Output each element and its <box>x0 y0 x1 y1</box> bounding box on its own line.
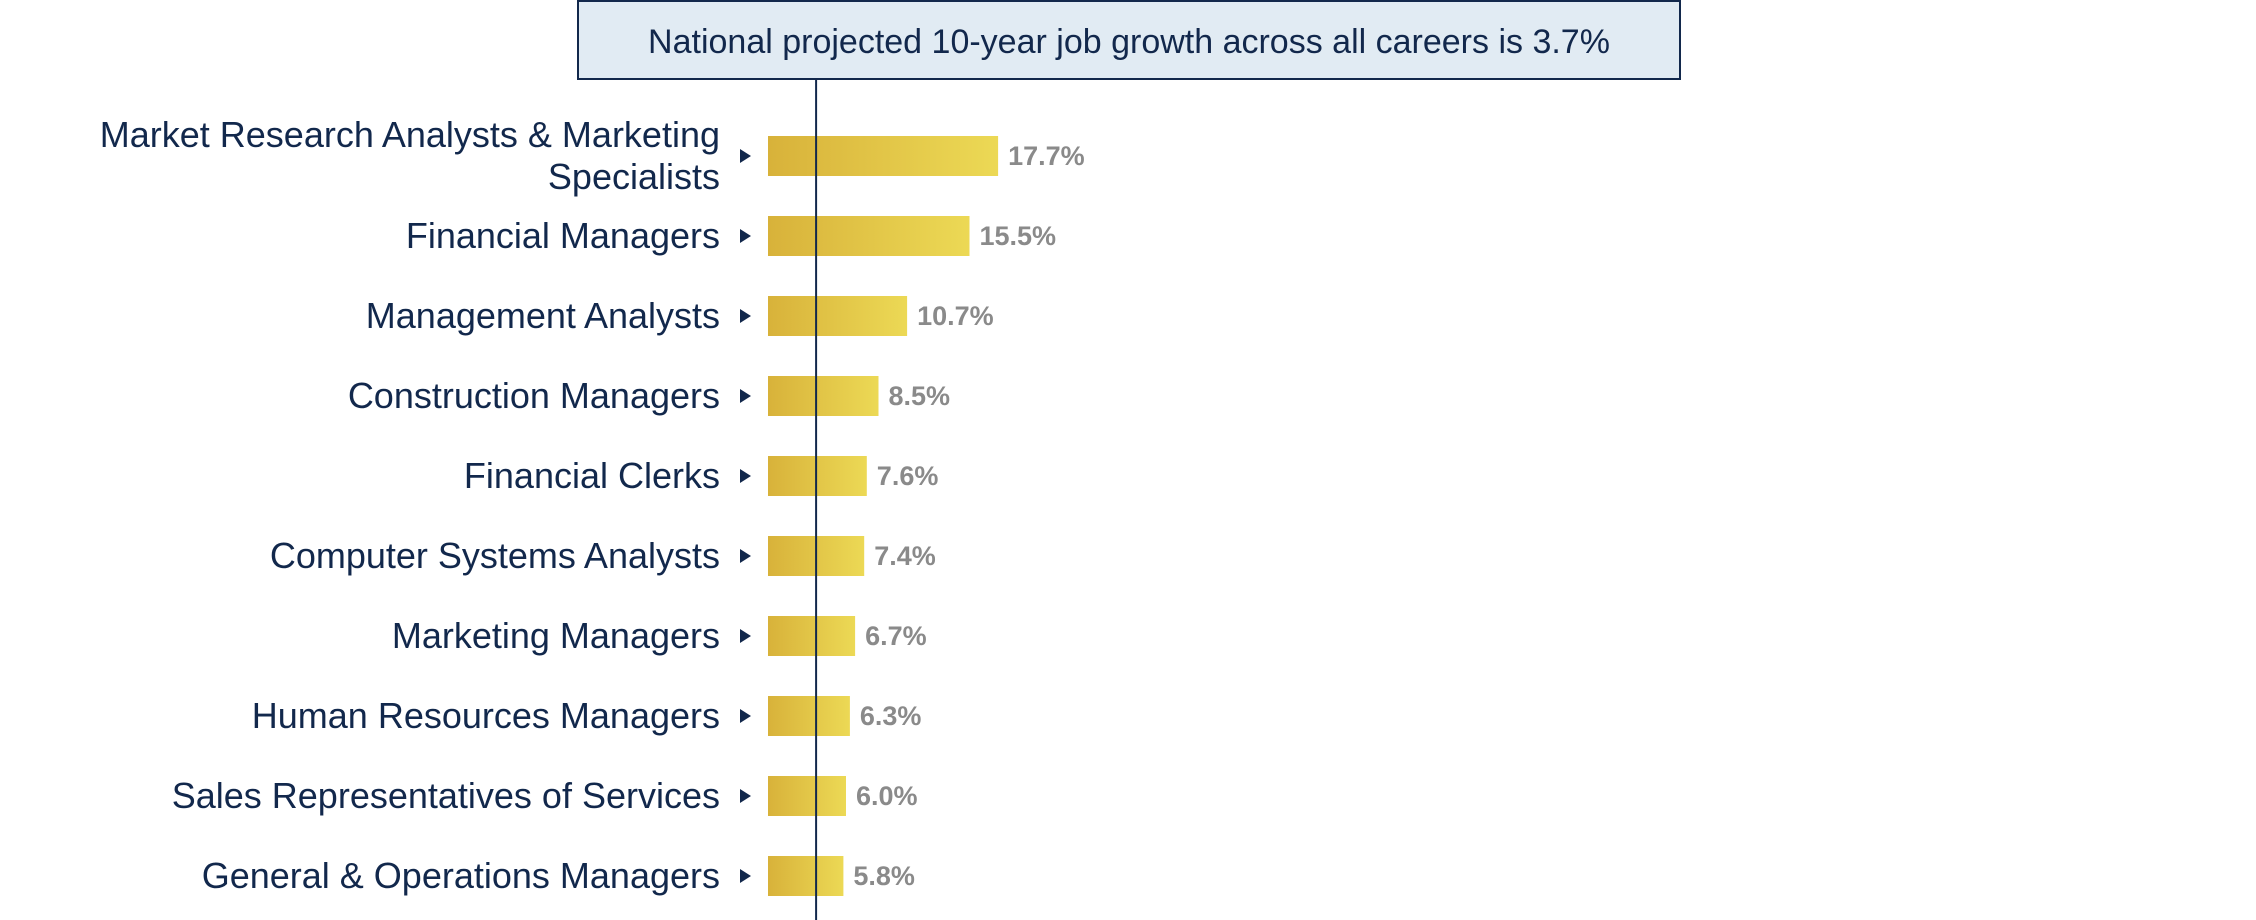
category-label: Marketing Managers <box>392 615 720 656</box>
row-marker-icon <box>740 229 751 243</box>
bar <box>768 456 867 496</box>
category-label: Computer Systems Analysts <box>270 535 720 576</box>
category-label: Sales Representatives of Services <box>172 775 720 816</box>
reference-annotation-box <box>577 0 1681 80</box>
value-label: 6.7% <box>865 621 927 651</box>
category-label: Human Resources Managers <box>252 695 720 736</box>
reference-annotation: National projected 10-year job growth ac… <box>577 0 1681 80</box>
reference-annotation-text: National projected 10-year job growth ac… <box>648 23 1610 61</box>
category-label: Financial Managers <box>406 215 720 256</box>
category-label: Financial Clerks <box>464 455 720 496</box>
row-marker-icon <box>740 709 751 723</box>
value-label: 15.5% <box>980 221 1057 251</box>
bar <box>768 296 908 336</box>
bars-layer: Market Research Analysts & Marketing Spec… <box>100 114 1085 896</box>
row-marker-icon <box>740 149 751 163</box>
value-label: 6.0% <box>856 781 918 811</box>
bar <box>768 776 846 816</box>
value-label: 8.5% <box>889 381 951 411</box>
category-label: Construction Managers <box>348 375 720 416</box>
category-label: Management Analysts <box>366 295 720 336</box>
value-label: 5.8% <box>853 861 915 891</box>
row-marker-icon <box>740 549 751 563</box>
row-marker-icon <box>740 309 751 323</box>
bar <box>768 856 844 896</box>
bar <box>768 376 879 416</box>
value-label: 7.4% <box>874 541 936 571</box>
row-marker-icon <box>740 869 751 883</box>
value-label: 7.6% <box>877 461 939 491</box>
bar <box>768 216 970 256</box>
row-marker-icon <box>740 789 751 803</box>
bar <box>768 696 850 736</box>
bar <box>768 616 856 656</box>
row-marker-icon <box>740 629 751 643</box>
category-label: Market Research Analysts & Marketing Spec… <box>100 114 720 197</box>
category-label: General & Operations Managers <box>202 855 720 896</box>
row-marker-icon <box>740 389 751 403</box>
row-marker-icon <box>740 469 751 483</box>
value-label: 10.7% <box>917 301 994 331</box>
bar <box>768 136 999 176</box>
value-label: 17.7% <box>1008 141 1085 171</box>
value-label: 6.3% <box>860 701 922 731</box>
